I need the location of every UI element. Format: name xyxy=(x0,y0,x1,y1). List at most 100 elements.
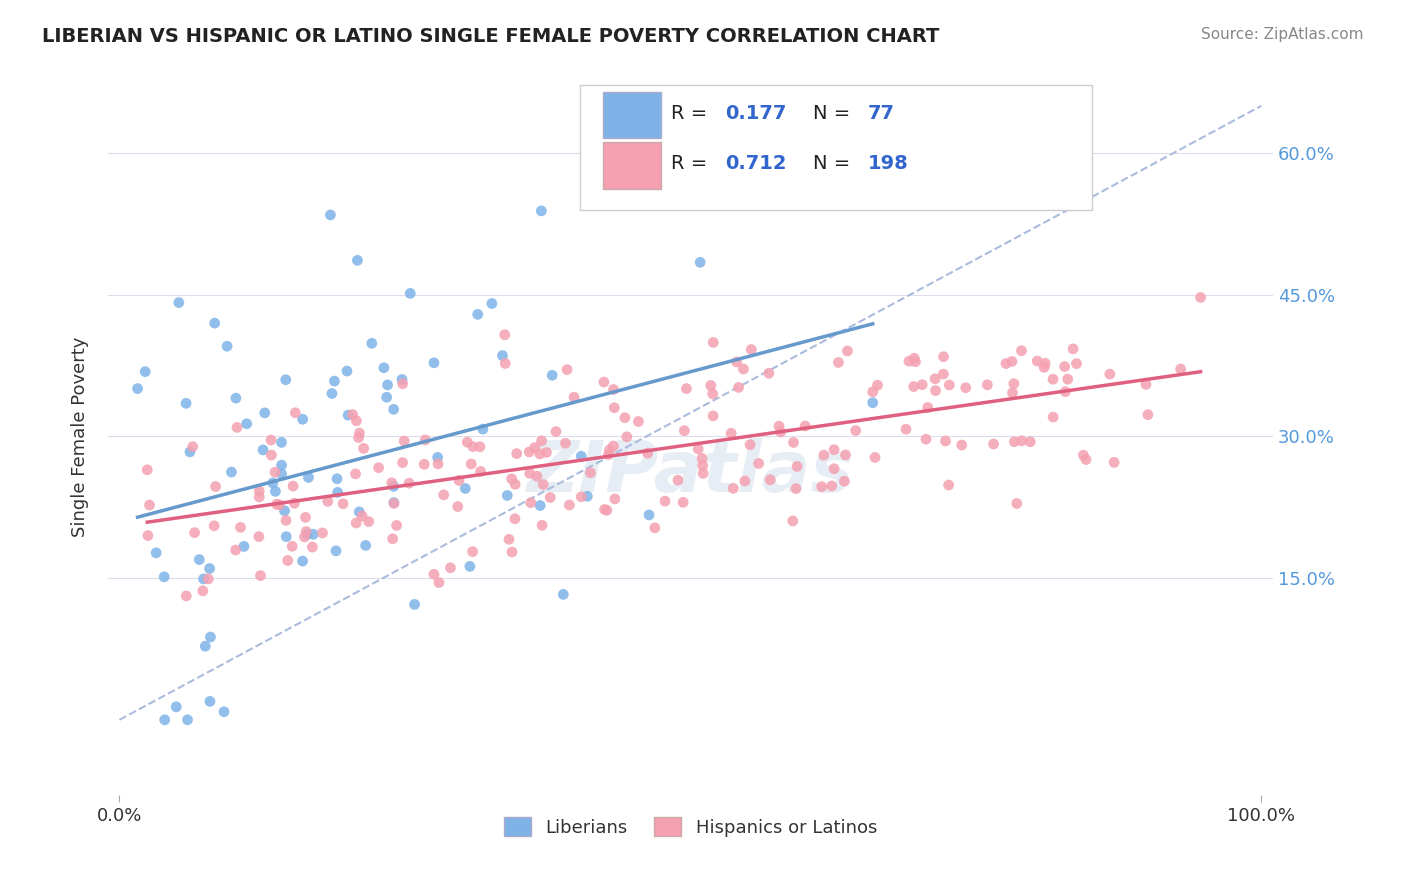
Point xyxy=(794,419,817,434)
Point xyxy=(136,463,159,477)
Point xyxy=(544,425,567,439)
Point xyxy=(427,457,450,471)
Point xyxy=(738,438,761,452)
Point xyxy=(938,478,960,492)
Point xyxy=(447,500,470,514)
Point xyxy=(399,286,422,301)
Point xyxy=(1053,359,1076,374)
Point xyxy=(593,375,616,389)
Point xyxy=(501,545,523,559)
Point xyxy=(136,528,159,542)
Point xyxy=(603,491,626,506)
Point xyxy=(470,464,492,478)
Point xyxy=(950,438,973,452)
Point xyxy=(212,705,235,719)
Point xyxy=(284,406,307,420)
Point xyxy=(1098,367,1121,381)
Point xyxy=(447,474,470,488)
Point xyxy=(221,465,243,479)
Point xyxy=(481,296,503,310)
Point xyxy=(181,440,204,454)
Point xyxy=(1019,434,1042,449)
Point xyxy=(274,513,297,527)
Point xyxy=(1170,362,1192,376)
Point xyxy=(1056,372,1078,386)
Point xyxy=(1033,360,1056,375)
Point xyxy=(576,489,599,503)
Point xyxy=(174,396,197,410)
Point xyxy=(283,496,305,510)
Point xyxy=(727,380,749,394)
Point xyxy=(523,441,546,455)
Point xyxy=(183,525,205,540)
Point xyxy=(165,699,187,714)
Point xyxy=(538,491,561,505)
Point xyxy=(354,538,377,552)
Point xyxy=(357,515,380,529)
Point xyxy=(598,442,620,457)
Point xyxy=(319,208,342,222)
Point xyxy=(531,477,554,491)
Point xyxy=(467,307,489,321)
Point xyxy=(454,482,477,496)
Point xyxy=(837,343,859,358)
Point xyxy=(569,490,592,504)
Point xyxy=(360,336,382,351)
Point xyxy=(596,503,619,517)
Point xyxy=(1001,385,1024,400)
Point xyxy=(153,713,176,727)
Point xyxy=(810,480,832,494)
Point xyxy=(344,516,367,530)
Point xyxy=(367,460,389,475)
Point xyxy=(723,481,745,495)
Point xyxy=(593,502,616,516)
Point xyxy=(845,424,868,438)
FancyBboxPatch shape xyxy=(603,142,661,189)
Point xyxy=(460,457,482,471)
Point xyxy=(423,356,446,370)
Point xyxy=(904,354,927,368)
Point xyxy=(247,483,270,498)
Point xyxy=(229,520,252,534)
Point xyxy=(915,432,938,446)
Point xyxy=(897,354,920,368)
Point xyxy=(167,295,190,310)
Point xyxy=(413,458,436,472)
Point xyxy=(127,382,149,396)
Point xyxy=(1102,455,1125,469)
Point xyxy=(720,426,742,441)
Point xyxy=(553,587,575,601)
Point xyxy=(862,384,884,399)
Point xyxy=(204,316,226,330)
Y-axis label: Single Female Poverty: Single Female Poverty xyxy=(72,336,89,537)
Point xyxy=(337,408,360,422)
Point xyxy=(270,435,292,450)
Text: 0.712: 0.712 xyxy=(725,154,787,173)
Point xyxy=(821,479,844,493)
Point xyxy=(672,495,695,509)
Point xyxy=(194,639,217,653)
Point xyxy=(302,527,325,541)
Point xyxy=(531,518,554,533)
Point xyxy=(461,544,484,558)
Point xyxy=(1135,377,1157,392)
Point xyxy=(294,510,316,524)
Point xyxy=(740,343,762,357)
Point xyxy=(291,554,314,568)
Point xyxy=(391,376,413,391)
Point xyxy=(675,382,697,396)
Point xyxy=(353,442,375,456)
Point xyxy=(253,406,276,420)
Point xyxy=(917,401,939,415)
Point xyxy=(323,374,346,388)
Point xyxy=(249,568,271,582)
Point xyxy=(688,442,710,456)
Point xyxy=(673,424,696,438)
Point xyxy=(1066,357,1088,371)
Point xyxy=(433,488,456,502)
Point xyxy=(555,362,578,376)
Point xyxy=(204,479,226,493)
Point xyxy=(613,410,636,425)
Point xyxy=(413,433,436,447)
Point xyxy=(188,552,211,566)
